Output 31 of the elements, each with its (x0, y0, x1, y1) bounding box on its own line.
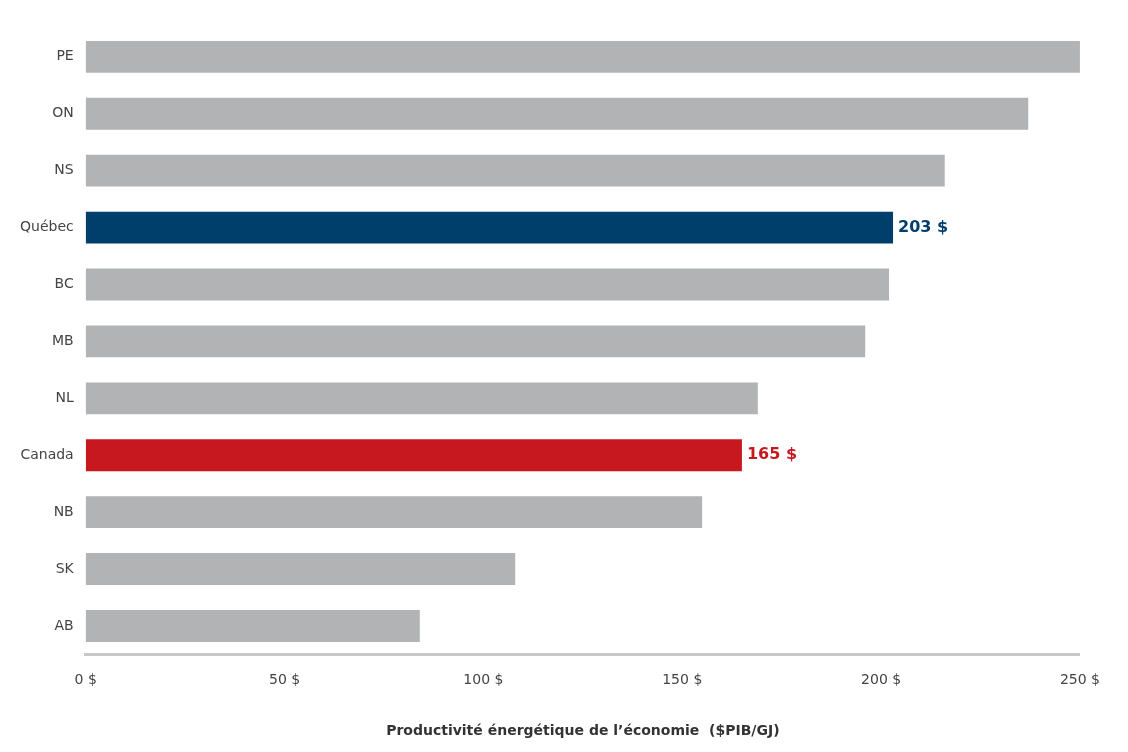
data-label: 203 $ (898, 216, 949, 236)
x-tick-label: 150 $ (662, 671, 703, 688)
bar (85, 325, 866, 358)
bar (85, 610, 420, 642)
data-label: 165 $ (746, 444, 798, 464)
y-tick-label: NL (55, 388, 74, 405)
y-tick-label: SK (55, 559, 75, 576)
y-tick-label: MB (52, 332, 74, 349)
y-tick-label: Canada (20, 445, 74, 462)
x-axis-title: Productivité énergétique de l’économie ($PIB/GJ) (386, 722, 780, 739)
bar (85, 382, 758, 415)
bar (85, 496, 703, 529)
y-tick-label: PE (56, 47, 74, 64)
y-tick-label: NB (53, 502, 74, 519)
bar (85, 439, 742, 472)
x-tick-label: 250 $ (1059, 671, 1101, 688)
y-tick-label: AB (54, 616, 74, 633)
y-tick-label: BC (54, 275, 74, 292)
bar (85, 154, 945, 187)
bar (85, 553, 516, 585)
y-tick-label: Québec (20, 218, 74, 235)
x-tick-label: 100 $ (463, 671, 504, 688)
x-tick-label: 200 $ (861, 671, 902, 688)
bar (85, 97, 1029, 130)
bar (85, 268, 890, 301)
bar (85, 211, 894, 244)
x-tick-label: 0 $ (74, 671, 97, 688)
x-tick-label: 50 $ (268, 671, 301, 688)
bar (85, 40, 1080, 73)
y-tick-label: ON (52, 104, 74, 121)
y-tick-label: NS (54, 161, 74, 178)
